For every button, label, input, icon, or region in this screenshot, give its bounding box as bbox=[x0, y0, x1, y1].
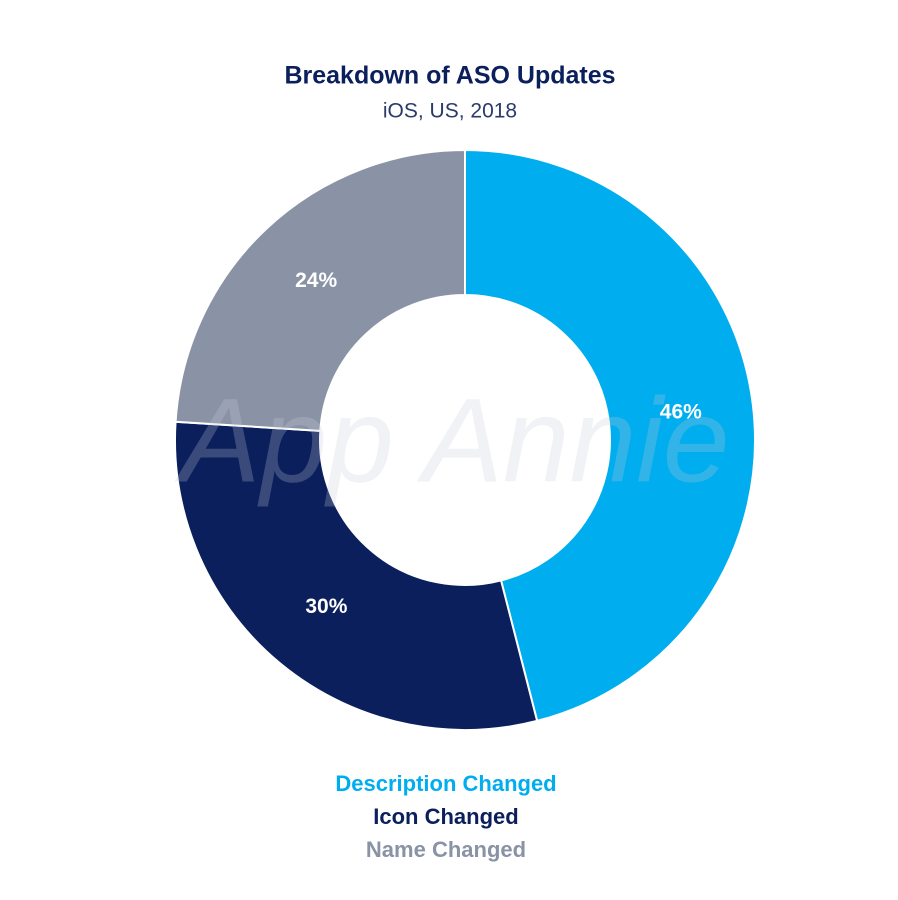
donut bbox=[174, 148, 756, 731]
watermark: App Annie bbox=[174, 374, 729, 508]
value-label: 46% bbox=[660, 400, 702, 423]
value-label: 24% bbox=[295, 269, 337, 292]
chart-title: Breakdown of ASO Updates bbox=[284, 62, 615, 90]
slice bbox=[174, 420, 539, 731]
chart-subtitle: iOS, US, 2018 bbox=[383, 100, 517, 123]
slice bbox=[174, 148, 466, 432]
slice bbox=[464, 148, 756, 723]
legend-entry: Description Changed bbox=[335, 771, 556, 796]
legend: Description Changed Icon Changed Name Chan… bbox=[335, 771, 556, 862]
value-labels: 46% 30% 24% bbox=[295, 269, 702, 618]
value-label: 30% bbox=[305, 595, 347, 618]
legend-entry: Name Changed bbox=[366, 837, 526, 862]
legend-entry: Icon Changed bbox=[373, 804, 518, 829]
